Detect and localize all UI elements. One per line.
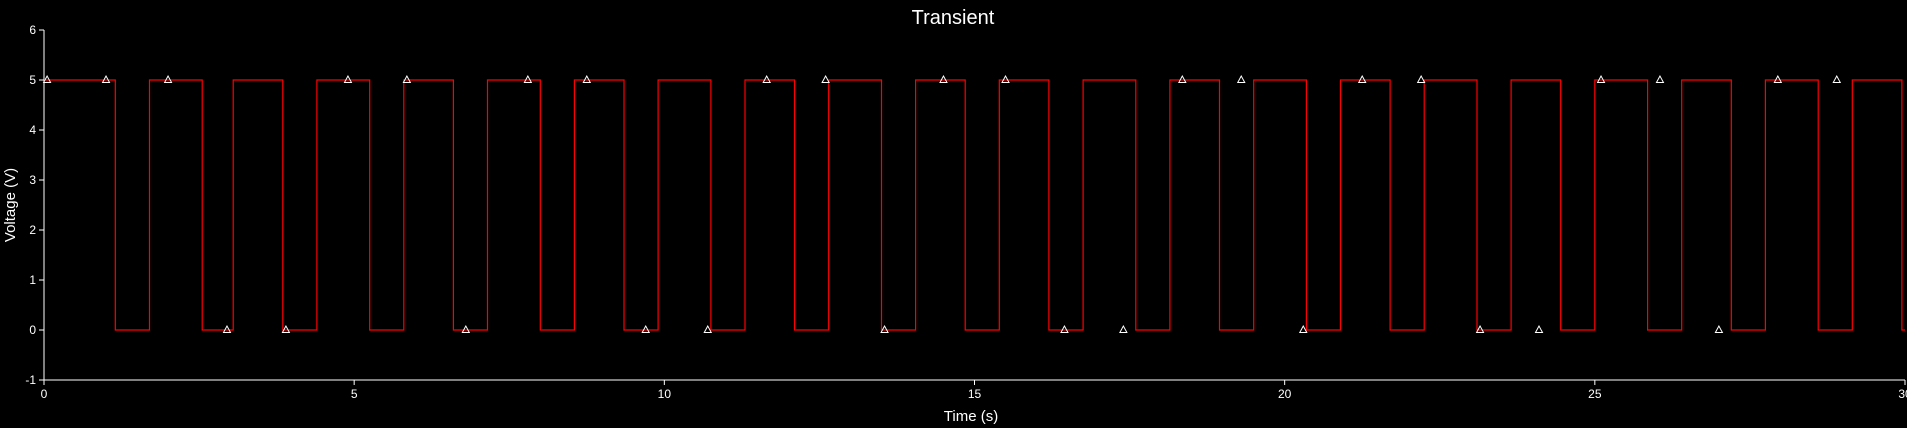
data-point-marker xyxy=(1475,324,1485,333)
y-tick-label: 5 xyxy=(29,73,36,87)
x-tick-label: 5 xyxy=(351,387,358,401)
data-point-marker xyxy=(1714,324,1724,333)
data-point-marker xyxy=(1416,74,1426,83)
data-point-marker xyxy=(461,324,471,333)
data-point-marker xyxy=(163,74,173,83)
data-point-marker xyxy=(1060,324,1069,333)
data-point-marker xyxy=(939,74,948,83)
data-point-marker xyxy=(1655,74,1665,83)
data-point-marker xyxy=(1534,324,1544,333)
chart-title: Transient xyxy=(912,7,995,29)
y-tick-label: 0 xyxy=(29,323,36,337)
y-tick-label: 4 xyxy=(29,123,36,137)
y-axis-label: Voltage (V) xyxy=(2,168,19,242)
axis-ticks: 0 5 10 15 20 25 30 -1 0 1 2 3 4 5 6 xyxy=(25,23,1907,401)
x-tick-label: 10 xyxy=(658,387,672,401)
data-point-marker xyxy=(1773,74,1783,83)
data-point-marker xyxy=(1357,74,1367,83)
x-tick-label: 30 xyxy=(1898,387,1907,401)
data-point-marker xyxy=(703,324,713,333)
data-point-marker xyxy=(880,324,889,333)
y-tick-label: -1 xyxy=(25,373,36,387)
y-tick-label: 6 xyxy=(29,23,36,37)
data-point-marker xyxy=(1236,74,1246,83)
data-point-marker xyxy=(1832,74,1842,83)
x-tick-label: 20 xyxy=(1278,387,1292,401)
data-point-marker xyxy=(1001,74,1010,83)
data-point-marker xyxy=(281,324,291,333)
data-point-marker xyxy=(101,74,111,83)
data-point-marker xyxy=(1119,324,1128,333)
data-point-marker xyxy=(402,74,412,83)
x-tick-label: 15 xyxy=(968,387,982,401)
x-axis-label: Time (s) xyxy=(944,408,998,425)
plot-area xyxy=(42,74,1905,333)
y-tick-label: 2 xyxy=(29,223,36,237)
series-line xyxy=(44,79,1905,331)
data-point-marker xyxy=(222,324,232,333)
data-point-marker xyxy=(582,74,592,83)
data-point-marker xyxy=(42,74,52,83)
x-tick-label: 0 xyxy=(41,387,48,401)
data-point-marker xyxy=(821,74,830,83)
data-point-marker xyxy=(1177,74,1187,83)
data-point-marker xyxy=(1298,324,1308,333)
x-tick-label: 25 xyxy=(1588,387,1602,401)
data-point-marker xyxy=(343,74,353,83)
data-point-marker xyxy=(1596,74,1606,83)
data-point-marker xyxy=(523,74,533,83)
y-tick-label: 1 xyxy=(29,273,36,287)
data-point-marker xyxy=(762,74,772,83)
y-tick-label: 3 xyxy=(29,173,36,187)
data-point-marker xyxy=(641,324,651,333)
